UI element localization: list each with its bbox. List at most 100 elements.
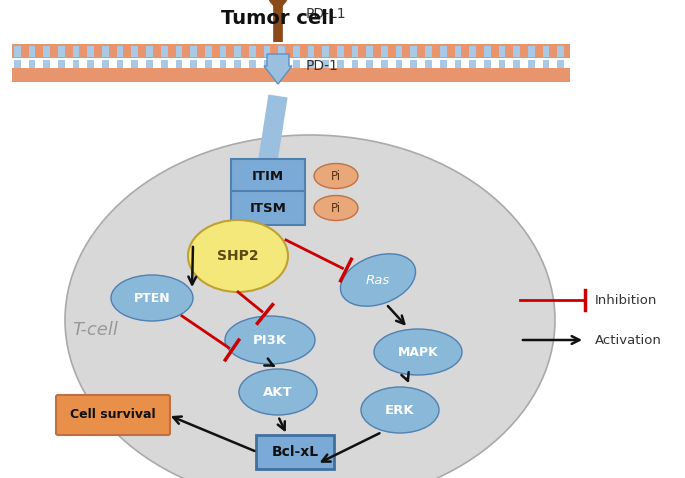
Text: Ras: Ras <box>366 273 390 286</box>
Text: SHP2: SHP2 <box>217 249 259 263</box>
Bar <box>132 46 138 57</box>
Text: Inhibition: Inhibition <box>595 293 658 306</box>
Ellipse shape <box>65 135 555 478</box>
Bar <box>116 60 123 68</box>
Bar <box>205 60 212 68</box>
Bar <box>425 46 432 57</box>
Bar <box>499 60 506 68</box>
Bar <box>220 46 226 57</box>
Text: Pi: Pi <box>331 170 341 183</box>
Ellipse shape <box>361 387 439 433</box>
Bar <box>88 60 94 68</box>
Bar <box>278 46 285 57</box>
Bar <box>455 46 461 57</box>
Bar <box>12 68 570 82</box>
Ellipse shape <box>111 275 193 321</box>
Bar <box>249 60 256 68</box>
Bar <box>264 46 271 57</box>
Bar <box>14 46 21 57</box>
Bar <box>175 46 182 57</box>
Bar <box>73 46 79 57</box>
Bar <box>308 60 314 68</box>
Text: Activation: Activation <box>595 334 662 347</box>
Bar <box>29 60 36 68</box>
FancyArrow shape <box>264 54 292 84</box>
Bar <box>205 46 212 57</box>
Bar <box>440 46 447 57</box>
Bar <box>558 46 564 57</box>
Bar <box>293 46 299 57</box>
Bar <box>469 46 476 57</box>
Ellipse shape <box>340 254 416 306</box>
Text: Pi: Pi <box>331 202 341 215</box>
Bar <box>88 46 94 57</box>
Bar <box>366 46 373 57</box>
Bar <box>102 60 109 68</box>
Bar <box>528 46 534 57</box>
Ellipse shape <box>374 329 462 375</box>
Bar <box>132 60 138 68</box>
Bar <box>396 60 403 68</box>
Bar <box>513 60 520 68</box>
Bar <box>351 60 358 68</box>
Ellipse shape <box>239 369 317 415</box>
Bar <box>43 46 50 57</box>
Bar <box>381 46 388 57</box>
Bar <box>146 46 153 57</box>
Bar <box>14 60 21 68</box>
Bar <box>308 46 314 57</box>
Bar <box>58 60 64 68</box>
Bar <box>293 60 299 68</box>
Bar <box>513 46 520 57</box>
Bar <box>12 44 570 58</box>
Bar <box>440 60 447 68</box>
Bar <box>190 46 197 57</box>
Bar <box>558 60 564 68</box>
Text: PD-L1: PD-L1 <box>306 7 347 21</box>
Text: Bcl-xL: Bcl-xL <box>271 445 319 459</box>
Bar <box>528 60 534 68</box>
Bar <box>29 46 36 57</box>
Ellipse shape <box>314 163 358 188</box>
Bar <box>543 46 549 57</box>
FancyBboxPatch shape <box>56 395 170 435</box>
Bar <box>499 46 506 57</box>
Text: ITSM: ITSM <box>249 202 286 215</box>
Bar <box>102 46 109 57</box>
Bar <box>323 46 329 57</box>
FancyBboxPatch shape <box>231 191 305 225</box>
Bar <box>337 60 344 68</box>
Ellipse shape <box>225 316 315 364</box>
Bar <box>43 60 50 68</box>
Bar <box>455 60 461 68</box>
Bar <box>58 46 64 57</box>
Bar <box>234 46 241 57</box>
Text: PTEN: PTEN <box>134 292 171 304</box>
FancyBboxPatch shape <box>256 435 334 469</box>
Bar <box>381 60 388 68</box>
Text: MAPK: MAPK <box>397 346 438 358</box>
Bar <box>116 46 123 57</box>
Bar <box>146 60 153 68</box>
Ellipse shape <box>188 220 288 292</box>
Text: AKT: AKT <box>263 385 292 399</box>
Text: PI3K: PI3K <box>253 334 287 347</box>
Bar <box>484 60 490 68</box>
Bar <box>73 60 79 68</box>
Text: PD-1: PD-1 <box>306 59 339 73</box>
Bar <box>410 46 417 57</box>
Text: ITIM: ITIM <box>252 170 284 183</box>
Bar <box>543 60 549 68</box>
Bar <box>469 60 476 68</box>
Bar <box>234 60 241 68</box>
Bar <box>323 60 329 68</box>
Text: Cell survival: Cell survival <box>70 409 155 422</box>
Bar <box>249 46 256 57</box>
Text: T-cell: T-cell <box>72 321 118 339</box>
Bar <box>425 60 432 68</box>
Bar <box>278 60 285 68</box>
Text: Tumor cell: Tumor cell <box>221 9 335 28</box>
Bar <box>264 60 271 68</box>
Bar <box>351 46 358 57</box>
Bar <box>161 46 168 57</box>
